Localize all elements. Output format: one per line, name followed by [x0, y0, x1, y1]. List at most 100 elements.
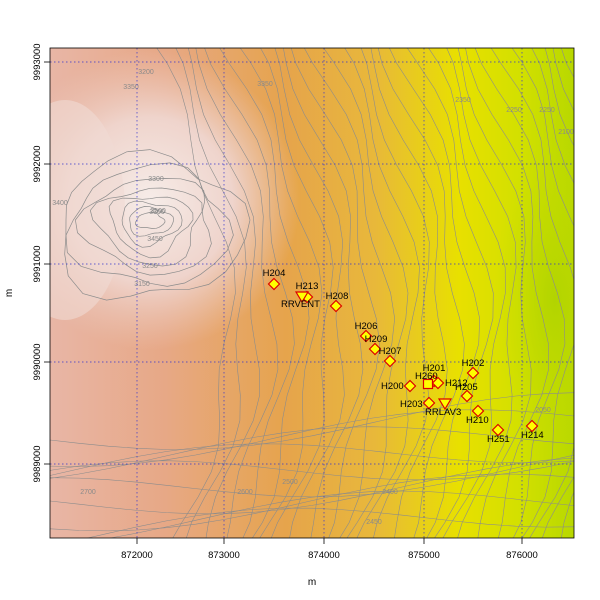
station-h202: H202 — [462, 358, 485, 380]
contour-label: 2250 — [539, 107, 555, 114]
y-tick-label: 9989000 — [32, 446, 43, 483]
diamond-marker-icon — [431, 376, 445, 390]
contour-label: 2700 — [80, 489, 96, 496]
contour-label: 3350 — [7, 155, 23, 162]
triangle-marker-icon — [437, 398, 453, 411]
station-label: H214 — [521, 430, 544, 441]
contour-line — [239, 48, 323, 538]
station-label: H200 — [381, 381, 404, 392]
station-label: H208 — [326, 291, 349, 302]
station-label: H201 — [423, 363, 446, 374]
contour-label: 3400 — [52, 200, 68, 207]
station-label: H204 — [263, 268, 286, 279]
summit-shading — [50, 50, 300, 350]
contour-label: 2250 — [506, 107, 522, 114]
contour-line — [474, 48, 566, 538]
contour-line — [175, 48, 247, 538]
contour-label: 2350 — [455, 97, 471, 104]
station-h251: H251 — [487, 423, 510, 445]
station-h208: H208 — [326, 291, 349, 313]
contour-line — [370, 48, 448, 538]
contour-line — [195, 48, 279, 538]
contour-line — [260, 48, 334, 538]
station-h209: H209 — [365, 334, 388, 356]
station-h203: H203 — [400, 396, 436, 410]
diamond-marker-icon — [368, 342, 382, 356]
contour-line — [446, 48, 517, 538]
contour-label: 2050 — [535, 407, 551, 414]
x-axis: 872000 873000 874000 875000 876000 — [121, 538, 538, 561]
contour-line — [50, 473, 574, 532]
contour-label: 3300 — [149, 209, 165, 216]
station-h205: H205 — [455, 382, 478, 403]
contour-line — [303, 48, 396, 538]
contour-line — [50, 409, 574, 467]
contour-line — [428, 48, 506, 538]
contour-label: 2400 — [382, 489, 398, 496]
station-h214: H214 — [521, 419, 544, 441]
diamond-marker-icon — [422, 396, 436, 410]
station-label: H260 — [415, 371, 438, 382]
contour-line — [377, 48, 465, 538]
station-label: H213 — [296, 281, 319, 292]
y-tick-label: 9992000 — [32, 146, 43, 183]
contour-label: 3450 — [147, 236, 163, 243]
contour-line — [465, 48, 549, 538]
contour-line — [323, 48, 409, 538]
contour-line — [129, 206, 175, 237]
y-axis-title: m — [4, 289, 15, 297]
x-tick-label: 875000 — [408, 550, 440, 561]
station-h207: H207 — [379, 346, 401, 368]
y-tick-label: 9990000 — [32, 344, 43, 381]
x-tick-label: 873000 — [208, 550, 240, 561]
contour-label: 2500 — [282, 479, 298, 486]
y-tick-label: 9993000 — [32, 44, 43, 81]
station-label: H206 — [355, 321, 378, 332]
square-marker-icon — [422, 378, 434, 390]
contour-line — [457, 48, 532, 538]
contour-label: 3200 — [138, 69, 154, 76]
station-h260: H260 — [415, 371, 438, 390]
west-plateau-shading — [50, 100, 125, 320]
station-label: H251 — [487, 434, 510, 445]
diamond-marker-icon — [491, 423, 505, 437]
contour-line — [283, 48, 364, 538]
contour-line — [187, 48, 261, 538]
diamond-marker-icon — [466, 366, 480, 380]
y-tick-label: 9991000 — [32, 246, 43, 283]
contour-line — [511, 48, 574, 538]
x-tick-label: 872000 — [121, 550, 153, 561]
contour-label: 3350 — [257, 81, 273, 88]
contour-line — [389, 48, 481, 538]
station-h210: H210 — [466, 404, 489, 426]
station-label: H202 — [462, 358, 485, 369]
station-h206: H206 — [355, 321, 378, 343]
contour-label: 3150 — [134, 281, 150, 288]
contour-label: 2600 — [237, 489, 253, 496]
station-label: RRLAV3 — [425, 407, 461, 418]
station-label: RRVENT — [281, 299, 320, 310]
diamond-marker-icon — [267, 277, 281, 291]
contour-label: 2450 — [366, 519, 382, 526]
contour-label: 3500 — [150, 208, 166, 215]
contour-line — [50, 457, 574, 515]
contour-line — [50, 454, 574, 498]
station-label: H209 — [365, 334, 388, 345]
diamond-marker-icon — [359, 329, 373, 343]
contour-line — [65, 162, 234, 287]
grid-lines — [50, 48, 574, 538]
contour-line — [360, 48, 430, 538]
station-label: H210 — [466, 415, 489, 426]
diamond-marker-icon — [471, 404, 485, 418]
contour-label: 3350 — [123, 84, 139, 91]
contour-line — [121, 200, 183, 248]
station-label: H212 — [445, 378, 468, 389]
contour-line — [64, 149, 251, 301]
diamond-marker-icon — [525, 419, 539, 433]
x-axis-title: m — [308, 577, 316, 588]
station-h204: H204 — [263, 268, 286, 291]
